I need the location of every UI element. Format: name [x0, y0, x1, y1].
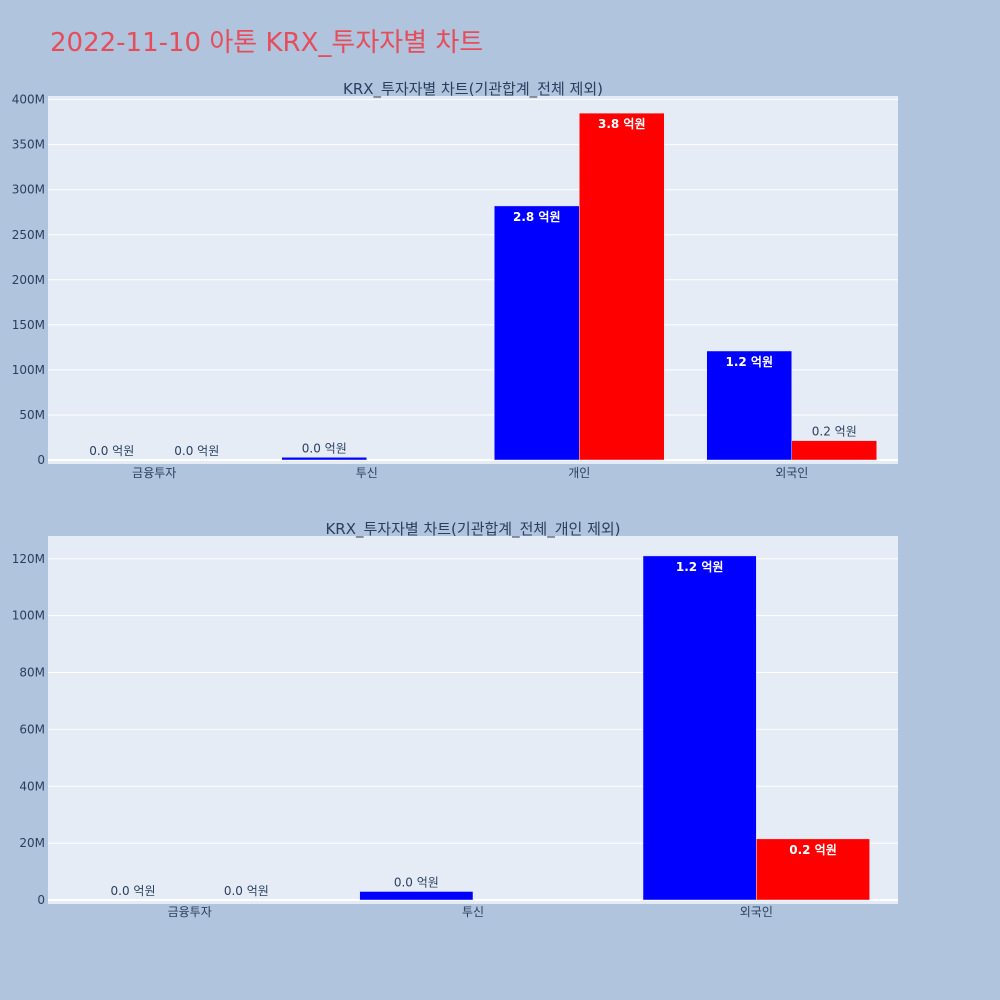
- x-tick-label: 외국인: [775, 466, 808, 480]
- y-tick-label: 0: [37, 453, 45, 467]
- data-label: 1.2 억원: [676, 560, 724, 574]
- bar: [791, 440, 877, 461]
- bar: [281, 457, 367, 461]
- data-label: 0.0 억원: [174, 444, 219, 458]
- y-tick-label: 200M: [12, 273, 45, 287]
- data-label: 2.8 억원: [513, 210, 561, 224]
- chart-title: KRX_투자자별 차트(기관합계_전체 제외): [343, 80, 603, 99]
- y-tick-label: 400M: [12, 93, 45, 107]
- data-label: 0.0 억원: [394, 875, 439, 889]
- page-title: 2022-11-10 아톤 KRX_투자자별 차트: [50, 28, 484, 58]
- data-label: 0.2 억원: [789, 843, 837, 857]
- data-label: 1.2 억원: [725, 355, 773, 369]
- x-tick-label: 금융투자: [132, 466, 176, 480]
- data-label: 0.0 억원: [89, 444, 134, 458]
- y-tick-label: 0: [37, 893, 45, 907]
- y-tick-label: 120M: [12, 552, 45, 566]
- x-tick-label: 투신: [462, 905, 484, 919]
- bar: [359, 891, 474, 901]
- bar: [706, 350, 792, 461]
- x-tick-label: 외국인: [740, 905, 773, 919]
- data-label: 3.8 억원: [598, 117, 646, 131]
- y-tick-label: 100M: [12, 363, 45, 377]
- y-tick-label: 350M: [12, 138, 45, 152]
- y-tick-label: 80M: [19, 666, 45, 680]
- y-tick-label: 60M: [19, 722, 45, 736]
- chart-title: KRX_투자자별 차트(기관합계_전체_개인 제외): [325, 520, 620, 539]
- x-tick-label: 금융투자: [168, 905, 212, 919]
- bar: [494, 205, 580, 461]
- y-tick-label: 40M: [19, 779, 45, 793]
- x-tick-label: 투신: [356, 466, 378, 480]
- data-label: 0.2 억원: [812, 425, 857, 439]
- data-label: 0.0 억원: [224, 884, 269, 898]
- chart-top: 0 50M 100M 150M 200M 250M 300M 350M 400M 금융투자 0.0 …: [12, 80, 898, 480]
- y-tick-label: 300M: [12, 183, 45, 197]
- y-tick-label: 100M: [12, 609, 45, 623]
- data-label: 0.0 억원: [302, 441, 347, 455]
- data-label: 0.0 억원: [111, 884, 156, 898]
- y-tick-label: 50M: [19, 408, 45, 422]
- y-tick-label: 20M: [19, 836, 45, 850]
- y-tick-label: 150M: [12, 318, 45, 332]
- x-tick-label: 개인: [568, 466, 590, 480]
- bar: [579, 112, 665, 461]
- bar: [756, 838, 870, 901]
- bar: [642, 555, 757, 901]
- y-tick-label: 250M: [12, 228, 45, 242]
